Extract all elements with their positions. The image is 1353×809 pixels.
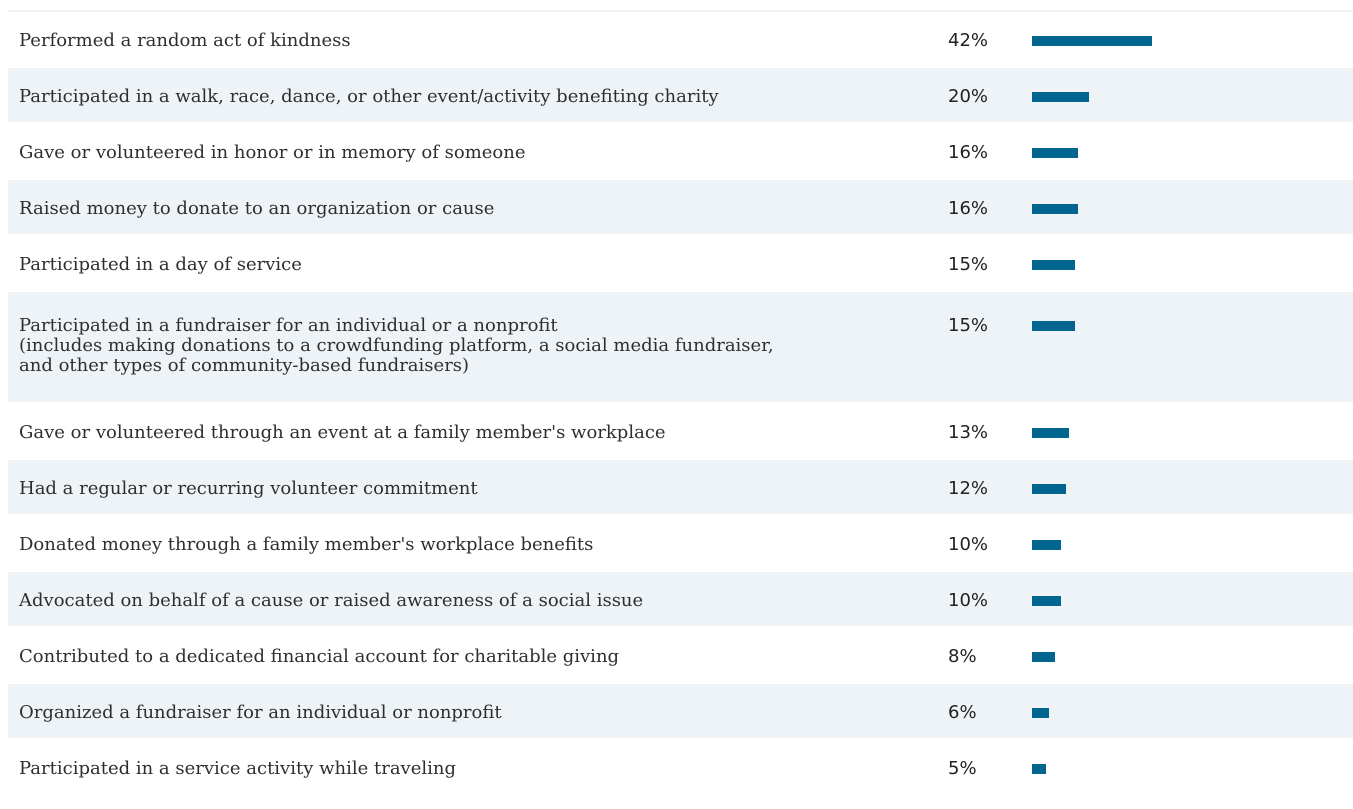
category-label: Performed a random act of kindness <box>19 30 351 51</box>
bar-track <box>1020 124 1353 178</box>
bar <box>1032 260 1075 270</box>
value-label: 42% <box>948 30 989 51</box>
bar <box>1032 321 1075 331</box>
value-label: 16% <box>948 142 989 163</box>
bar <box>1032 92 1089 102</box>
bar-track <box>1020 68 1353 122</box>
chart-row: Gave or volunteered in honor or in memor… <box>8 124 1353 180</box>
chart-row: Performed a random act of kindness 42% <box>8 12 1353 68</box>
value-label: 5% <box>948 758 977 779</box>
value-label: 13% <box>948 422 989 443</box>
chart-row: Organized a fundraiser for an individual… <box>8 684 1353 740</box>
category-label: Gave or volunteered in honor or in memor… <box>19 142 526 163</box>
bar <box>1032 540 1061 550</box>
bar <box>1032 652 1055 662</box>
category-label: Raised money to donate to an organizatio… <box>19 198 495 219</box>
chart-row: Had a regular or recurring volunteer com… <box>8 460 1353 516</box>
bar-track <box>1020 404 1353 458</box>
category-label: Participated in a walk, race, dance, or … <box>19 86 719 107</box>
category-label: Had a regular or recurring volunteer com… <box>19 478 478 499</box>
bar-track <box>1020 572 1353 626</box>
bar-track <box>1020 460 1353 514</box>
category-label: Advocated on behalf of a cause or raised… <box>19 590 644 611</box>
chart-row: Participated in a service activity while… <box>8 740 1353 796</box>
bar-track <box>1020 628 1353 682</box>
chart-row: Donated money through a family member's … <box>8 516 1353 572</box>
bar <box>1032 764 1046 774</box>
bar-track <box>1020 516 1353 570</box>
category-label: Participated in a day of service <box>19 254 302 275</box>
value-label: 10% <box>948 590 989 611</box>
bar-track <box>1020 292 1353 402</box>
chart-row: Participated in a day of service 15% <box>8 236 1353 292</box>
chart-row: Raised money to donate to an organizatio… <box>8 180 1353 236</box>
bar-track <box>1020 236 1353 290</box>
bar-track <box>1020 684 1353 738</box>
category-label: Organized a fundraiser for an individual… <box>19 702 502 723</box>
value-label: 8% <box>948 646 977 667</box>
chart-row: Advocated on behalf of a cause or raised… <box>8 572 1353 628</box>
bar-chart: Performed a random act of kindness 42% Par… <box>8 10 1353 796</box>
bar <box>1032 484 1066 494</box>
value-label: 6% <box>948 702 977 723</box>
chart-row: Gave or volunteered through an event at … <box>8 404 1353 460</box>
bar <box>1032 596 1061 606</box>
category-label: Participated in a fundraiser for an indi… <box>19 315 774 376</box>
category-label: Contributed to a dedicated financial acc… <box>19 646 620 667</box>
category-label: Participated in a service activity while… <box>19 758 457 779</box>
bar-track <box>1020 740 1353 794</box>
chart-row: Participated in a fundraiser for an indi… <box>8 292 1353 404</box>
value-label: 15% <box>948 254 989 275</box>
bar <box>1032 36 1152 46</box>
value-label: 20% <box>948 86 989 107</box>
bar <box>1032 204 1078 214</box>
bar <box>1032 428 1069 438</box>
category-label: Gave or volunteered through an event at … <box>19 422 666 443</box>
category-label: Donated money through a family member's … <box>19 534 594 555</box>
chart-row: Contributed to a dedicated financial acc… <box>8 628 1353 684</box>
bar <box>1032 708 1049 718</box>
bar-track <box>1020 180 1353 234</box>
chart-row: Participated in a walk, race, dance, or … <box>8 68 1353 124</box>
value-label: 16% <box>948 198 989 219</box>
value-label: 12% <box>948 478 989 499</box>
bar <box>1032 148 1078 158</box>
value-label: 15% <box>948 315 989 336</box>
value-label: 10% <box>948 534 989 555</box>
bar-track <box>1020 12 1353 66</box>
